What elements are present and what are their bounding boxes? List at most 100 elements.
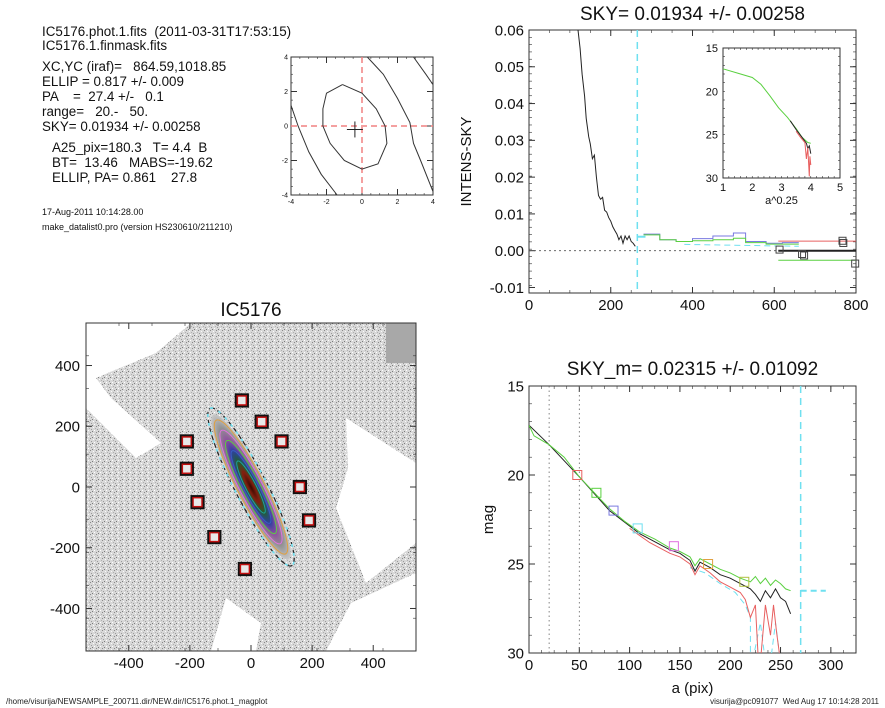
sky-x-tick-label: 600 [762, 297, 787, 314]
sky-box-inner [181, 463, 193, 475]
mag-series-black [529, 424, 792, 614]
mag-x-tick-label: 200 [718, 657, 743, 674]
contour-line [413, 56, 434, 85]
sky-box-inner [236, 395, 248, 406]
image-y-tick-label: -200 [50, 540, 80, 557]
isophote-ellipse [225, 439, 277, 535]
sky-box-inner [181, 436, 193, 447]
sky-box-outer [179, 461, 194, 476]
image-x-tick-label: 200 [300, 655, 325, 672]
inset-xlabel: a^0.25 [765, 195, 798, 207]
sky-box-inner [239, 563, 251, 575]
sky-box-inner [256, 416, 267, 427]
param-range: range= 20.- 50. [42, 104, 149, 119]
sky-box-outer [179, 434, 194, 449]
inset-x-tick-label: 3 [778, 182, 784, 194]
bright-edge [386, 323, 416, 363]
footer-path: /home/visurija/NEWSAMPLE_200711.dir/NEW.… [6, 697, 268, 706]
image-y-tick-label: 200 [55, 419, 80, 436]
file-name-line: IC5176.phot.1.fits (2011-03-31T17:53:15) [42, 24, 292, 39]
image-y-tick-label: 0 [72, 479, 80, 496]
contour-x-tick-label: 0 [360, 199, 364, 206]
sky-box-inner [209, 531, 220, 543]
program-version: make_datalist0.pro (version HS230610/211… [42, 222, 233, 232]
mag-profile-plot: SKY_m= 0.02315 +/- 0.01092 mag a (pix) 0 50 1… [480, 359, 857, 697]
inset-series-red [795, 130, 812, 177]
mag-marker-blue [608, 505, 619, 516]
masked-region [336, 418, 416, 583]
mag-marker-cyan [632, 523, 643, 534]
sky-x-tick-label: 200 [598, 297, 623, 314]
inset-x-tick-label: 4 [808, 182, 814, 194]
sky-box-outer [207, 530, 222, 545]
sky-marker-square [798, 250, 807, 259]
mag-x-tick-label: 300 [818, 657, 843, 674]
sky-y-tick-label: -0.01 [490, 280, 524, 297]
mag-marker-orange [703, 559, 714, 569]
mag-axes-frame [528, 385, 857, 654]
sky-box-outer [292, 479, 307, 495]
isophote-ellipse [213, 419, 289, 555]
contour-line [290, 105, 338, 196]
sky-x-tick-label: 400 [680, 297, 705, 314]
catalog-a25: A25_pix=180.3 T= 4.4 B [52, 140, 208, 155]
sky-box-outer [274, 434, 289, 449]
inset-y-tick-label: 30 [706, 173, 718, 185]
sky-y-tick-label: 0.00 [495, 243, 524, 260]
param-ellip: ELLIP = 0.817 +/- 0.009 [42, 74, 184, 89]
mag-x-tick-label: 250 [768, 657, 793, 674]
isophote-ellipse [241, 470, 261, 504]
contour-y-tick-label: -2 [282, 158, 288, 165]
mag-x-tick-label: 50 [571, 657, 588, 674]
mag-x-tick-label: 150 [667, 657, 692, 674]
sky-box-outer [254, 414, 269, 429]
sky-plot-ylabel: INTENS-SKY [458, 116, 475, 206]
inset-y-tick-label: 15 [706, 43, 718, 55]
mag-series-red [629, 527, 780, 653]
sky-marker-square [839, 238, 848, 247]
run-date: 17-Aug-2011 10:14:28.00 [42, 207, 144, 217]
mag-marker-green [591, 487, 602, 498]
sky-box-outer [301, 513, 317, 528]
image-x-tick-label: -400 [114, 655, 144, 672]
contour-x-tick-label: -2 [323, 199, 329, 206]
inset-x-tick-label: 2 [749, 182, 755, 194]
sky-box-outer [237, 561, 252, 577]
sky-box-inner [192, 496, 203, 508]
param-pa: PA = 27.4 +/- 0.1 [42, 89, 164, 104]
galaxy-group [207, 407, 295, 567]
sky-box-outer [190, 495, 205, 510]
galaxy-image-plot: IC5176 -400 -200 0 200 400 -400 -200 0 200 400 [50, 300, 417, 672]
sky-marker-square [775, 245, 784, 254]
mag-x-tick-label: 0 [525, 657, 533, 674]
sky-series-profile [577, 29, 636, 247]
sky-y-tick-label: 0.01 [495, 206, 524, 223]
contour-y-tick-label: 2 [284, 89, 288, 96]
sky-marker-square [838, 236, 847, 245]
sky-y-tick-label: 0.05 [495, 59, 524, 76]
inset-series-green [722, 68, 811, 144]
contour-line [322, 84, 388, 170]
mag-y-tick-label: 20 [507, 467, 524, 484]
contour-x-tick-label: 4 [431, 199, 435, 206]
masked-region [86, 323, 191, 458]
footer-user-time: visurija@pc091077 Wed Aug 17 10:14:28 20… [710, 697, 879, 706]
sky-series-blue-steps [643, 232, 799, 244]
mag-plot-xlabel: a (pix) [672, 680, 714, 697]
image-title: IC5176 [220, 300, 281, 321]
contour-line [366, 56, 434, 192]
sky-series-green-steps [643, 234, 799, 245]
mag-marker-olive [739, 576, 750, 587]
mag-x-tick-label: 100 [617, 657, 642, 674]
image-x-tick-label: 400 [361, 655, 386, 672]
contour-x-tick-label: 2 [396, 199, 400, 206]
sky-y-tick-label: 0.02 [495, 170, 524, 187]
inset-y-tick-label: 25 [706, 130, 718, 142]
mag-y-tick-label: 15 [507, 378, 524, 395]
inset-x-tick-label: 1 [720, 182, 726, 194]
image-x-tick-label: -200 [175, 655, 205, 672]
sky-x-tick-label: 0 [525, 297, 533, 314]
sky-box-inner [294, 481, 306, 493]
mag-series-group [529, 424, 792, 653]
